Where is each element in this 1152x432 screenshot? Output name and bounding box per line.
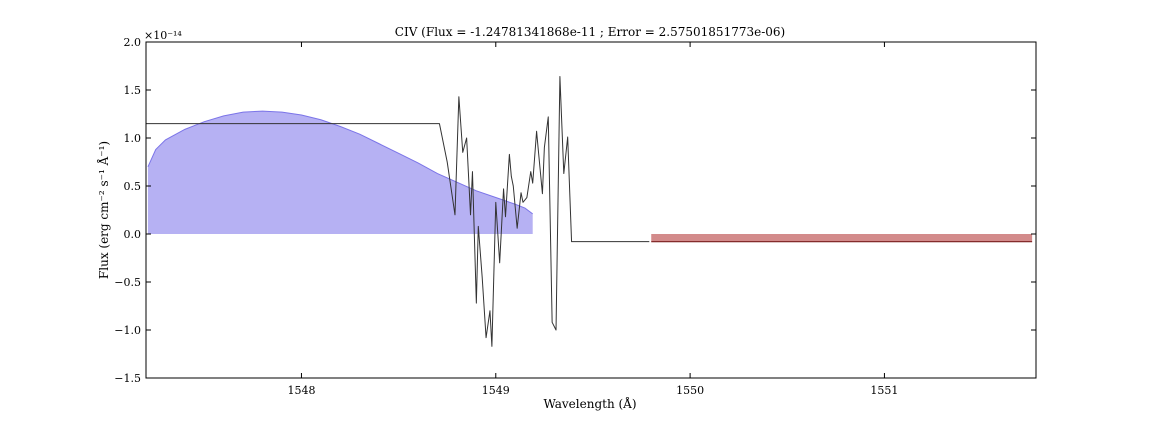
x-tick-label: 1549 xyxy=(482,384,510,397)
plot-area xyxy=(146,76,1033,347)
x-tick-label: 1550 xyxy=(676,384,704,397)
x-tick-label: 1551 xyxy=(870,384,898,397)
model-area-line xyxy=(147,110,534,215)
y-tick-label: 1.5 xyxy=(124,84,142,97)
chart-title: CIV (Flux = -1.24781341868e-11 ; Error =… xyxy=(395,25,785,39)
flux-line xyxy=(146,76,650,347)
y-tick-label: 0.5 xyxy=(124,180,142,193)
y-axis-ticks: −1.5 −1.0 −0.5 0.0 0.5 1.0 1.5 2.0 xyxy=(114,36,1036,385)
axes-frame xyxy=(145,41,1037,379)
y-tick-label: −1.5 xyxy=(114,372,141,385)
y-tick-label: 2.0 xyxy=(124,36,142,49)
x-tick-label: 1548 xyxy=(287,384,315,397)
x-axis-label: Wavelength (Å) xyxy=(543,396,636,411)
y-tick-label: −1.0 xyxy=(114,324,141,337)
y-axis-offset-label: ×10⁻¹⁴ xyxy=(144,29,182,42)
model-area-fill xyxy=(147,111,533,234)
y-tick-label: 1.0 xyxy=(124,132,142,145)
y-tick-label: −0.5 xyxy=(114,276,141,289)
y-tick-label: 0.0 xyxy=(124,228,142,241)
fit-band xyxy=(651,234,1033,242)
y-axis-label: Flux (erg cm⁻² s⁻¹ Å⁻¹) xyxy=(96,141,111,279)
x-axis-ticks: 1548 1549 1550 1551 xyxy=(287,42,898,397)
